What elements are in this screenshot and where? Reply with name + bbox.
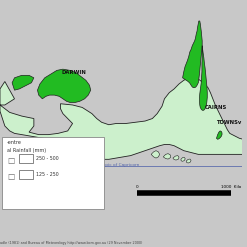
Text: 1000  Kilo: 1000 Kilo [221,185,241,189]
Polygon shape [216,131,222,139]
Text: DARWIN: DARWIN [62,70,86,75]
Text: 0: 0 [135,185,138,189]
Polygon shape [183,21,202,88]
Bar [19,170,33,179]
Polygon shape [151,151,160,158]
FancyBboxPatch shape [2,137,104,209]
Polygon shape [0,77,244,159]
Polygon shape [38,69,91,103]
Polygon shape [186,159,191,163]
Polygon shape [163,154,170,159]
Polygon shape [12,75,34,90]
Text: □: □ [7,156,15,165]
Text: adle (1981) and Bureau of Meteorology http://www.bom.gov.au (29 November 2000): adle (1981) and Bureau of Meteorology ht… [0,241,142,245]
Text: CAIRNS: CAIRNS [204,105,226,110]
Polygon shape [181,157,185,161]
Text: Tropic of Capricorn: Tropic of Capricorn [99,163,140,167]
Text: □: □ [7,172,15,181]
Text: al Rainfall (mm): al Rainfall (mm) [7,148,46,153]
Text: 250 - 500: 250 - 500 [36,156,59,161]
Text: 125 - 250: 125 - 250 [36,172,59,177]
Text: -entre: -entre [7,141,22,145]
Text: TOWNSv: TOWNSv [216,120,242,125]
Bar [19,154,33,163]
Polygon shape [200,46,207,110]
Polygon shape [173,156,179,160]
